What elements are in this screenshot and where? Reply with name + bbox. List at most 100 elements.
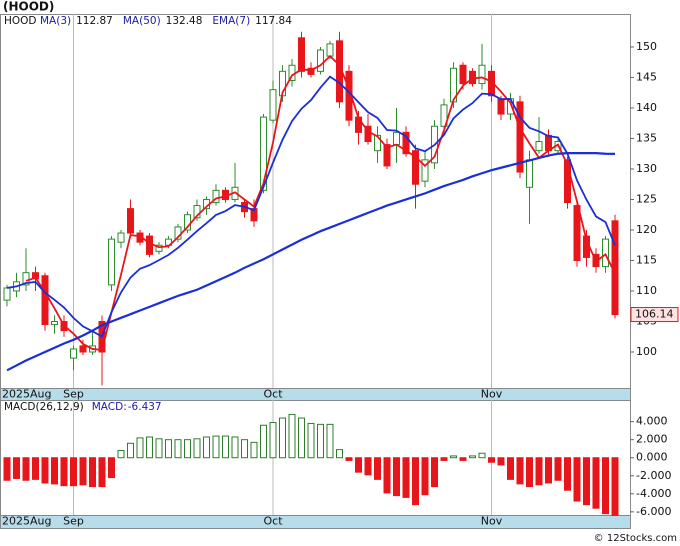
line-series	[25, 54, 616, 351]
macd-bar	[231, 436, 239, 459]
macd-bar	[412, 457, 419, 506]
macd-bar	[98, 457, 106, 488]
macd-bar	[279, 417, 286, 459]
x-tick-label: Nov	[481, 388, 503, 401]
macd-bar	[450, 455, 457, 459]
candle-body	[212, 189, 220, 204]
macd-bar	[193, 438, 201, 459]
macd-bar	[41, 457, 49, 484]
macd-title: MACD(26,12,9)	[4, 401, 84, 413]
macd-bar	[469, 455, 476, 459]
macd-bar	[402, 457, 410, 498]
macd-bar	[260, 424, 267, 459]
candle-body	[516, 101, 524, 173]
y-tick-label: 135	[636, 131, 657, 144]
candle-body	[317, 49, 324, 72]
macd-bar	[497, 457, 505, 466]
candle-body	[260, 116, 267, 191]
last-price-label: 106.14	[635, 308, 674, 321]
macd-bar	[535, 457, 543, 486]
legend-name: MA(50)	[123, 15, 161, 27]
candle-body	[602, 238, 609, 268]
macd-bar	[364, 457, 372, 476]
candle-body	[41, 275, 49, 326]
candle-body	[374, 134, 381, 152]
candle-body	[127, 208, 134, 234]
macd-bar	[184, 439, 191, 459]
macd-bar	[488, 457, 495, 463]
date-band	[0, 515, 631, 529]
candle-body	[564, 159, 571, 204]
macd-bar	[108, 457, 115, 479]
candle-body	[108, 238, 115, 286]
x-tick-label: Oct	[263, 388, 283, 401]
candle-body	[459, 64, 467, 85]
macd-bar	[70, 457, 77, 487]
candle-body	[383, 144, 391, 167]
candle-body	[298, 37, 305, 72]
macd-bar	[60, 457, 68, 487]
y-tick-label: 150	[636, 40, 657, 53]
y-tick-label: 100	[636, 345, 657, 358]
macd-bar	[592, 457, 600, 509]
macd-bar	[583, 457, 590, 506]
macd-bar	[573, 457, 581, 502]
macd-bar	[602, 457, 609, 515]
y-tick-label: 145	[636, 70, 657, 83]
y-tick-label: 140	[636, 101, 657, 114]
macd-bar	[269, 422, 277, 459]
macd-bar	[355, 457, 362, 473]
candle-body	[307, 67, 315, 75]
candle-body	[326, 43, 334, 57]
macd-bar	[117, 450, 125, 459]
macd-bar	[250, 441, 258, 459]
candle-body	[51, 320, 58, 326]
y-tick-label: 120	[636, 223, 657, 236]
legend-symbol: HOOD	[4, 15, 37, 27]
y-tick-label: 130	[636, 162, 657, 175]
macd-bar	[317, 423, 324, 459]
candle-body	[402, 131, 410, 155]
y-tick-label: -4.000	[636, 487, 671, 500]
candle-body	[526, 159, 533, 188]
macd-bar	[203, 436, 210, 459]
macd-bar	[545, 457, 552, 484]
date-band	[0, 388, 631, 401]
candle-body	[22, 272, 30, 286]
macd-bar	[298, 417, 305, 459]
macd-bar	[13, 457, 20, 479]
candle-body	[440, 104, 448, 127]
x-tick-label: 2025Aug	[2, 515, 51, 528]
candle-body	[412, 150, 419, 185]
macd-bar	[146, 436, 153, 459]
x-tick-label: Nov	[481, 515, 503, 528]
y-tick-label: -2.000	[636, 469, 671, 482]
macd-bar	[459, 457, 467, 461]
candle-body	[535, 141, 543, 152]
macd-bar	[440, 457, 448, 461]
macd-bar	[241, 439, 248, 459]
candle-body	[393, 131, 400, 146]
macd-bar	[326, 423, 334, 459]
macd-bar	[554, 457, 562, 481]
macd-bar	[564, 457, 571, 491]
macd-bar	[393, 457, 400, 497]
y-tick-label: 115	[636, 253, 657, 266]
macd-value-name: MACD:	[92, 401, 127, 413]
macd-value: -6.437	[128, 401, 162, 413]
macd-bar	[212, 435, 220, 459]
macd-bar	[431, 457, 438, 488]
legend-value: 117.84	[255, 15, 292, 27]
macd-bar	[421, 457, 429, 496]
x-tick-label: Oct	[263, 515, 283, 528]
y-tick-label: 125	[636, 192, 657, 205]
y-tick-label: -6.000	[636, 505, 671, 518]
candle-body	[117, 232, 125, 243]
legend-name: MA(3)	[40, 15, 71, 27]
candle-body	[155, 244, 163, 252]
footer: © 12Stocks.com	[594, 533, 677, 544]
candle-body	[79, 345, 87, 353]
macd-bar	[345, 457, 353, 461]
chart-title: (HOOD)	[3, 0, 54, 14]
